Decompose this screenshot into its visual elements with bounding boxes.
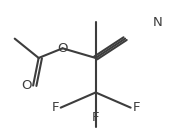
Text: O: O — [57, 42, 68, 55]
Text: F: F — [92, 111, 99, 124]
Text: F: F — [132, 101, 140, 114]
Text: N: N — [153, 16, 162, 29]
Text: O: O — [21, 79, 31, 92]
Text: F: F — [51, 101, 59, 114]
